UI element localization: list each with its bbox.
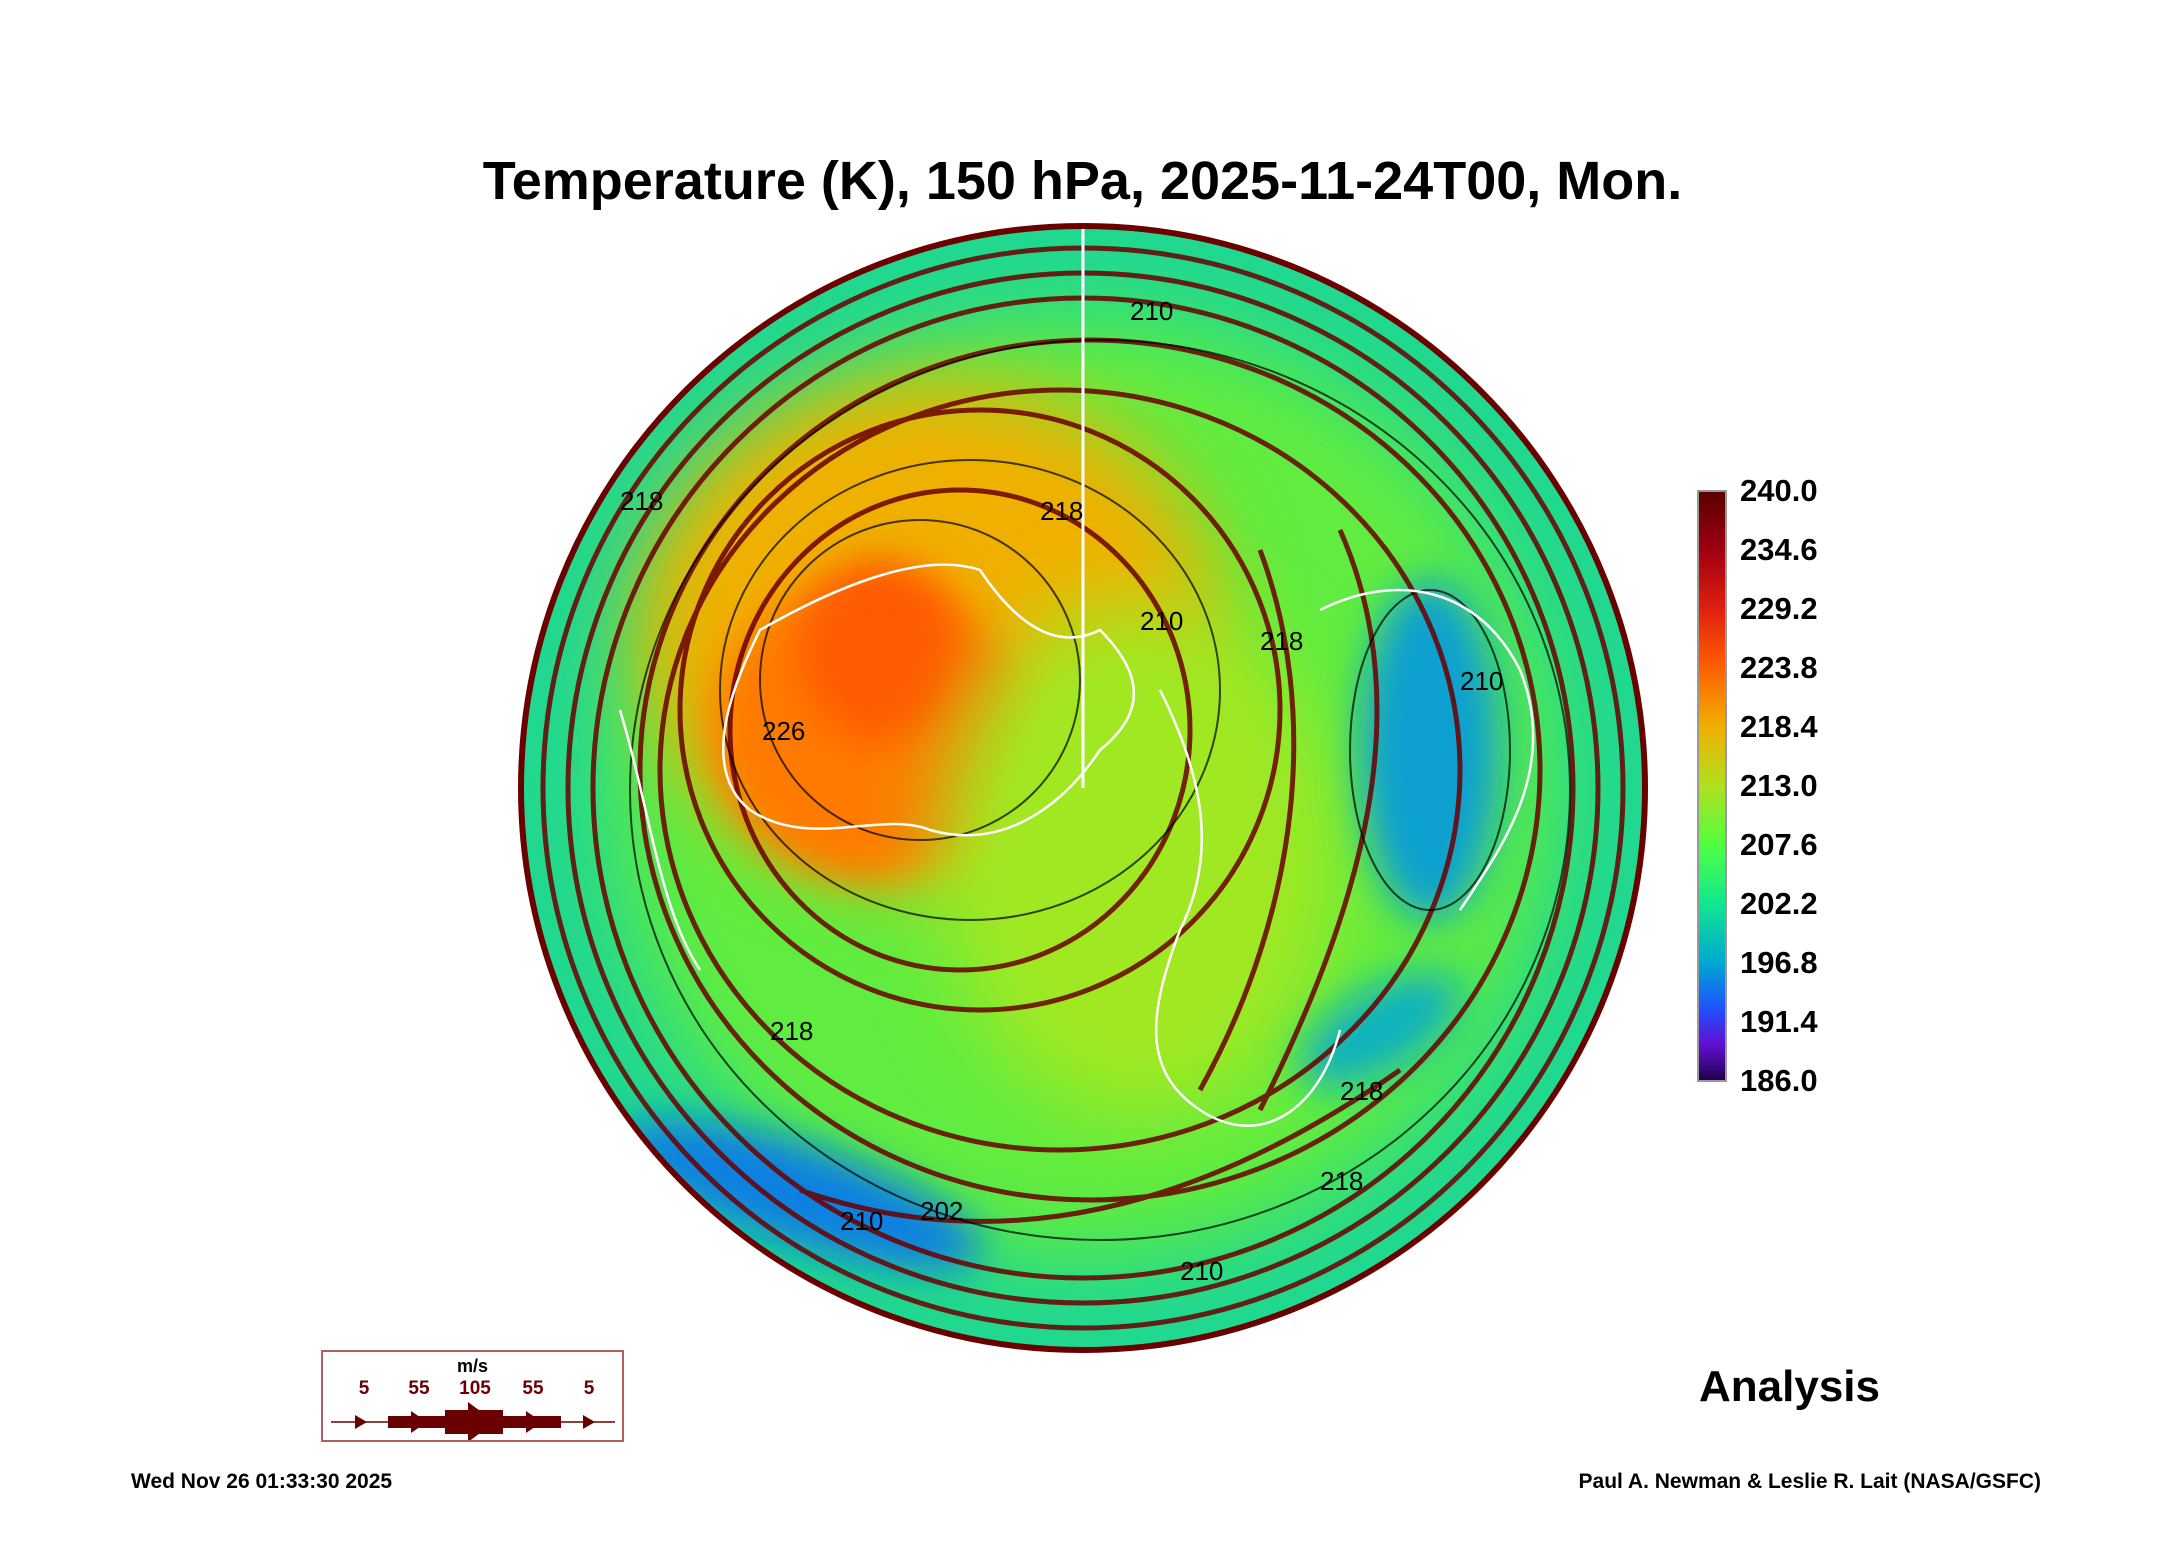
contour-label: 210 (1180, 1256, 1223, 1286)
contour-label: 218 (1320, 1166, 1363, 1196)
colorbar (1697, 490, 1727, 1082)
contour-label: 218 (770, 1016, 813, 1046)
contour-label: 202 (920, 1196, 963, 1226)
legend-value: 5 (358, 1378, 370, 1399)
credit: Paul A. Newman & Leslie R. Lait (NASA/GS… (1578, 1470, 2041, 1493)
colorbar-tick: 186.0 (1740, 1063, 1818, 1098)
analysis-label: Analysis (1699, 1362, 1880, 1411)
contour-label: 210 (1130, 296, 1173, 326)
cold-region-east (1360, 580, 1500, 920)
warm-max (800, 560, 960, 740)
contour-label: 226 (762, 716, 805, 746)
colorbar-tick: 229.2 (1740, 591, 1818, 626)
colorbar-tick: 218.4 (1740, 709, 1818, 744)
legend-value: 55 (408, 1378, 430, 1399)
colorbar-tick: 213.0 (1740, 768, 1818, 803)
contour-label: 210 (1140, 606, 1183, 636)
globe-outline (518, 223, 1648, 1353)
timestamp: Wed Nov 26 01:33:30 2025 (131, 1470, 393, 1493)
contour-label: 210 (1460, 666, 1503, 696)
coastlines (618, 563, 1535, 1127)
contour-labels: 210 218 218 226 218 210 218 218 210 218 … (620, 296, 1503, 1286)
field-yellowgreen (940, 600, 1340, 1120)
colorbar-tick: 234.6 (1740, 532, 1818, 567)
colorbar-tick: 202.2 (1740, 886, 1818, 921)
contour-label: 218 (1040, 496, 1083, 526)
colorbar-tick: 207.6 (1740, 827, 1818, 862)
cold-region-south (618, 1119, 982, 1271)
colorbar-tick: 196.8 (1740, 945, 1818, 980)
polar-temperature-map: 210 218 218 226 218 210 218 218 210 218 … (518, 223, 1648, 1353)
legend-value: 5 (583, 1378, 595, 1399)
colorbar-tick: 240.0 (1740, 473, 1818, 508)
legend-arrow (331, 1402, 615, 1440)
contour-label: 218 (1340, 1076, 1383, 1106)
legend-unit: m/s (456, 1356, 489, 1376)
colorbar-tick: 223.8 (1740, 650, 1818, 685)
contour-label: 218 (620, 486, 663, 516)
contours (629, 339, 1571, 1241)
contour-label: 210 (840, 1206, 883, 1236)
chart-title: Temperature (K), 150 hPa, 2025-11-24T00,… (482, 151, 1683, 211)
legend-value: 105 (459, 1378, 491, 1399)
contour-label: 218 (1260, 626, 1303, 656)
legend-value: 55 (522, 1378, 544, 1399)
cold-region-southeast (1299, 973, 1461, 1087)
wind-speed-legend: m/s 5 55 105 55 5 (321, 1350, 624, 1442)
colorbar-tick: 191.4 (1740, 1004, 1818, 1039)
